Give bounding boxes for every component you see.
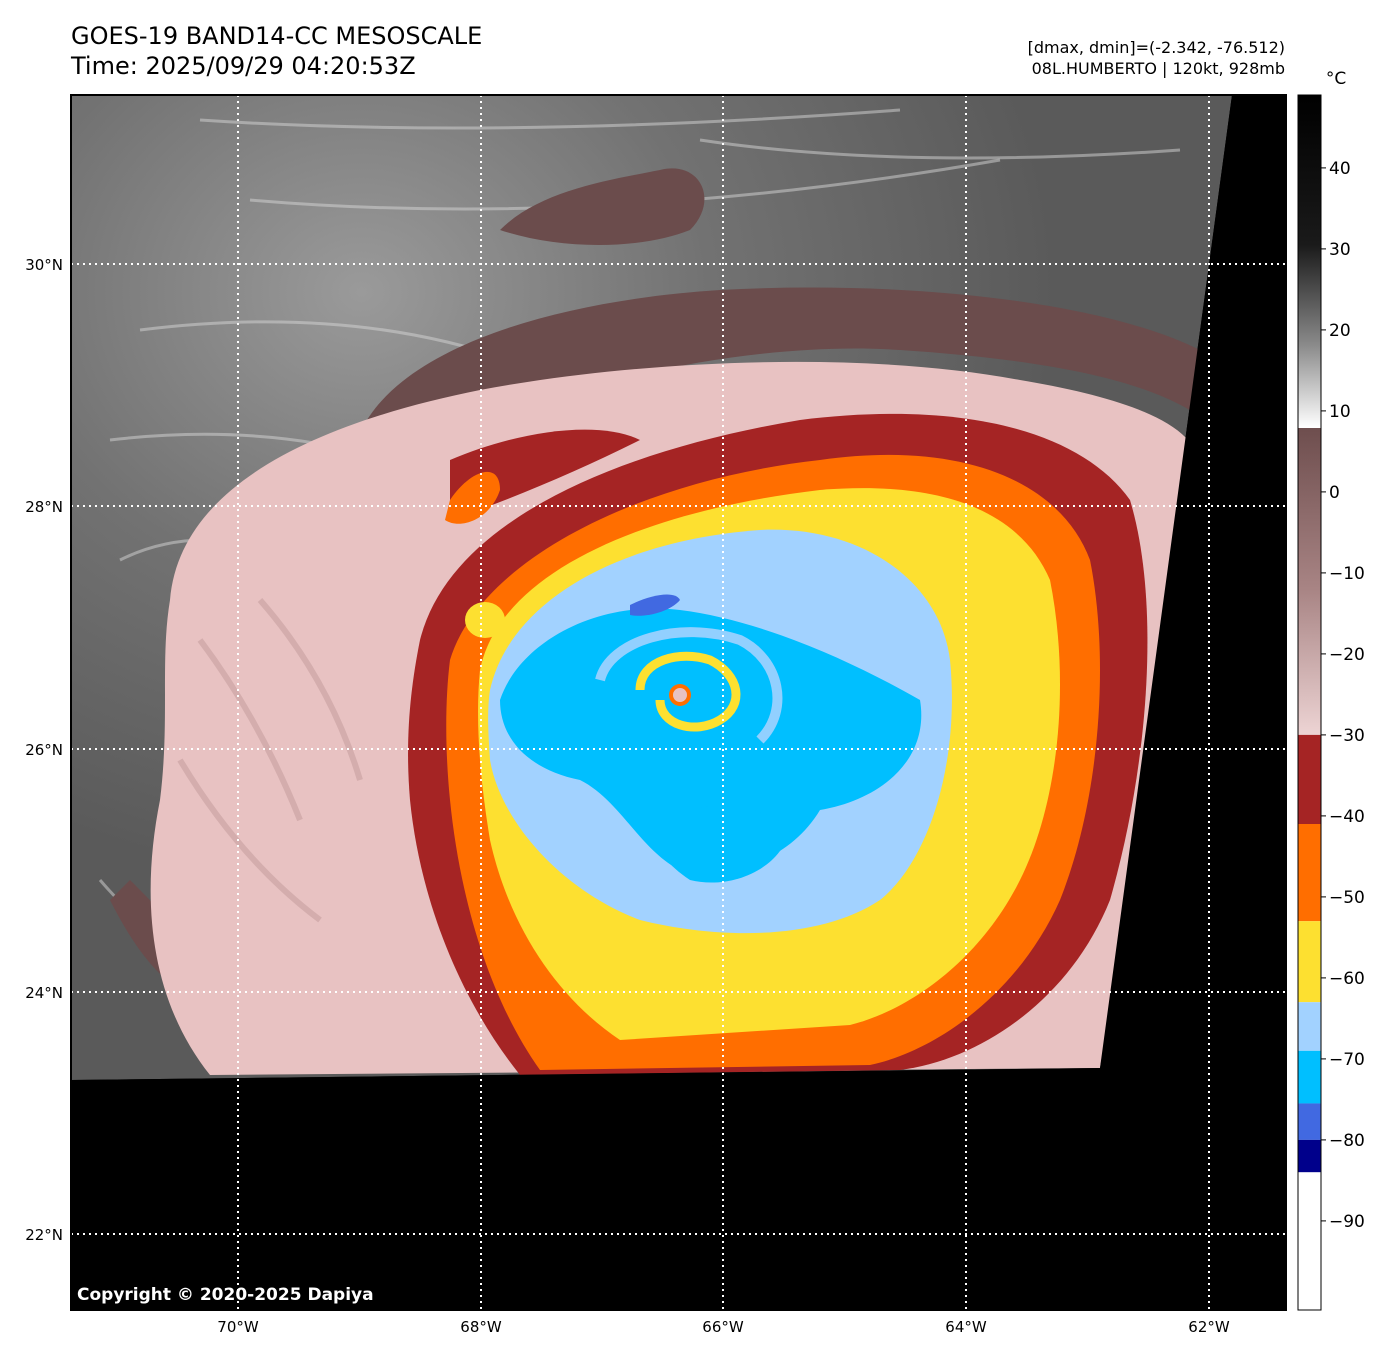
colorbar-tick-label: −60 [1329, 969, 1365, 989]
map-frame [70, 94, 1287, 1311]
red-arm-north [450, 429, 640, 520]
lon-label-64w: 64°W [945, 1318, 987, 1336]
colorbar-tick-label: 20 [1329, 321, 1351, 341]
colorbar-segment [1298, 1002, 1321, 1051]
chart-title: GOES-19 BAND14-CC MESOSCALE [71, 22, 483, 50]
colorbar-tick-label: 10 [1329, 402, 1351, 422]
colorbar-tick-label: −10 [1329, 564, 1365, 584]
colorbar-tick-label: −80 [1329, 1131, 1365, 1151]
swath-edge-mask [71, 95, 1286, 1310]
light-blue-spiral [595, 627, 783, 744]
colorbar-tick-label: 0 [1329, 483, 1340, 503]
colorbar-segment [1298, 1139, 1321, 1173]
colorbar-tick-label: −40 [1329, 807, 1365, 827]
latitude-axis: 30°N 28°N 26°N 24°N 22°N [25, 256, 63, 1244]
colorbar-segment [1298, 921, 1321, 1003]
lon-label-70w: 70°W [217, 1318, 259, 1336]
yellow-cell-west [465, 602, 505, 638]
graticule [71, 95, 1286, 1310]
lat-label-30n: 30°N [25, 256, 63, 274]
outer-brown-band [350, 287, 1205, 494]
colorbar-ticks: 40 30 20 10 0 −10 −20 −30 −40 −50 −60 −70 −80 −90 [1321, 159, 1365, 1232]
colorbar-tick-label: −70 [1329, 1050, 1365, 1070]
colorbar: °C 40 30 20 10 0 −10 −20 −30 −40 −50 −60 −70 −80 −90 [1297, 69, 1365, 1311]
dmax-dmin-readout: [dmax, dmin]=(-2.342, -76.512) [1027, 38, 1285, 57]
colorbar-tick-label: −30 [1329, 726, 1365, 746]
orange-cell-northwest [445, 471, 500, 524]
northern-brown-cells [500, 168, 705, 245]
lat-label-24n: 24°N [25, 984, 63, 1002]
colorbar-brown-segment [1298, 428, 1321, 750]
colorbar-gray-segment [1298, 95, 1321, 428]
lon-label-68w: 68°W [460, 1318, 502, 1336]
eye [673, 688, 687, 702]
colorbar-segment [1298, 1172, 1321, 1302]
lon-label-62w: 62°W [1188, 1318, 1230, 1336]
lon-label-66w: 66°W [702, 1318, 744, 1336]
lat-label-28n: 28°N [25, 498, 63, 516]
eyewall-spiral [635, 651, 741, 732]
timestamp: Time: 2025/09/29 04:20:53Z [71, 52, 416, 80]
longitude-axis: 70°W 68°W 66°W 64°W 62°W [217, 1318, 1230, 1336]
colorbar-tick-label: 30 [1329, 240, 1351, 260]
colorbar-segment [1298, 734, 1321, 824]
satellite-image [71, 95, 1286, 1310]
colorbar-unit: °C [1326, 69, 1346, 89]
royal-blue-patch [630, 594, 680, 616]
colorbar-tick-label: −20 [1329, 645, 1365, 665]
colorbar-segment [1298, 1050, 1321, 1104]
storm-info: 08L.HUMBERTO | 120kt, 928mb [1031, 59, 1285, 78]
lat-label-26n: 26°N [25, 741, 63, 759]
colorbar-segment [1298, 824, 1321, 922]
colorbar-tick-label: −90 [1329, 1212, 1365, 1232]
colorbar-frame [1297, 94, 1322, 1311]
colorbar-segment [1298, 1103, 1321, 1140]
colorbar-color-segments [1298, 734, 1321, 1302]
colorbar-tick-label: 40 [1329, 159, 1351, 179]
copyright-notice: Copyright © 2020-2025 Dapiya [77, 1285, 374, 1305]
lat-label-22n: 22°N [25, 1226, 63, 1244]
cyan-cell-south [656, 806, 790, 883]
colorbar-tick-label: −50 [1329, 888, 1365, 908]
